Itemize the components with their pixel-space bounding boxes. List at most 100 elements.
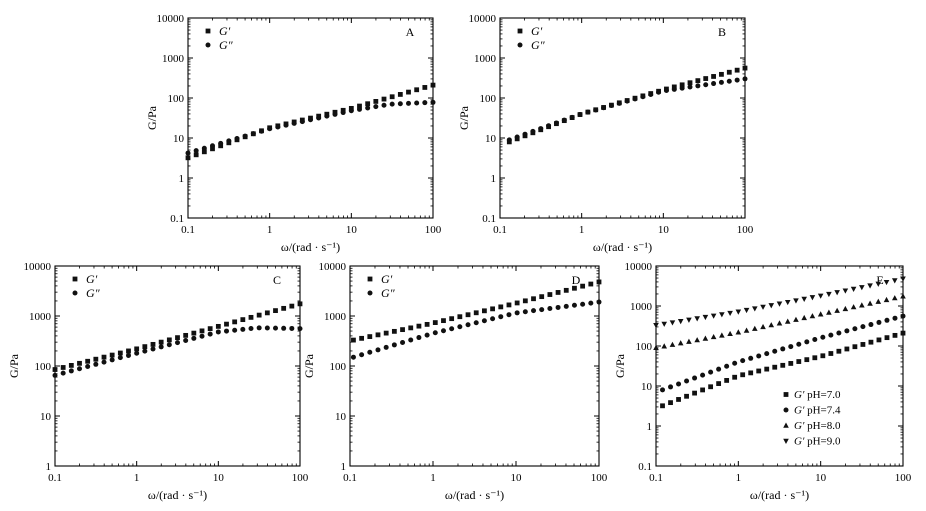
data-point: [826, 309, 832, 315]
data-point: [240, 326, 246, 332]
data-point: [585, 109, 591, 115]
data-point: [694, 316, 700, 322]
data-point: [867, 300, 873, 306]
x-tick-label: 1: [267, 224, 273, 236]
data-point: [724, 363, 730, 369]
data-point: [676, 397, 681, 402]
data-point: [514, 310, 520, 316]
legend-marker: [517, 42, 523, 48]
data-point: [860, 342, 866, 347]
data-point: [68, 362, 74, 368]
data-point: [191, 330, 197, 336]
data-point: [490, 306, 495, 312]
x-tick-label: 1: [134, 472, 140, 484]
data-point: [780, 346, 786, 352]
y-tick-label: 10000: [24, 261, 52, 273]
data-point: [892, 315, 898, 321]
data-point: [742, 76, 748, 82]
data-point: [367, 334, 373, 339]
y-axis-label: G/Pa: [7, 353, 21, 378]
data-point: [563, 303, 569, 309]
data-point: [424, 321, 430, 327]
data-point: [668, 384, 674, 390]
data-point: [844, 328, 850, 334]
series-pH=8.0: [653, 293, 906, 351]
data-point: [391, 342, 397, 348]
series-G″: [350, 299, 602, 360]
data-point: [727, 330, 733, 337]
legend-entry: G″: [219, 38, 234, 52]
data-point: [481, 318, 487, 324]
data-point: [876, 337, 882, 343]
data-point: [273, 308, 278, 314]
legend-entry: G′: [219, 24, 231, 38]
data-point: [183, 337, 189, 343]
data-point: [561, 117, 567, 123]
data-point: [207, 331, 213, 337]
y-tick-label: 10000: [469, 13, 497, 25]
legend-entry: G′ pH=9.0: [794, 436, 841, 448]
data-point: [812, 355, 818, 361]
y-tick-label: 0.1: [638, 461, 652, 473]
data-point: [883, 296, 890, 303]
data-point: [700, 387, 705, 393]
data-point: [400, 327, 405, 333]
data-point: [820, 334, 826, 340]
data-point: [734, 67, 740, 73]
x-axis-label: ω/(rad · s⁻¹): [445, 488, 504, 502]
data-point: [727, 310, 733, 317]
data-point: [756, 368, 762, 374]
legend-marker: [783, 422, 789, 428]
plot-frame: [655, 265, 904, 467]
data-point: [836, 348, 842, 354]
data-point: [416, 335, 422, 341]
data-point: [748, 355, 754, 361]
data-point: [875, 281, 882, 287]
data-point: [267, 126, 273, 132]
legend: G′G″: [72, 272, 101, 300]
data-point: [719, 312, 725, 318]
data-point: [842, 288, 849, 294]
data-point: [199, 328, 205, 334]
data-point: [569, 114, 575, 120]
data-point: [547, 306, 553, 312]
x-tick-label: 100: [292, 472, 309, 484]
data-point: [669, 320, 676, 326]
data-point: [742, 65, 748, 71]
legend-marker: [517, 28, 523, 34]
data-point: [117, 350, 123, 356]
data-point: [158, 344, 164, 350]
panel-a: 0.1 1 10 100 0.1 1 10 100 1000 10000 ω/(rad · s⁻¹)…: [145, 13, 442, 254]
data-point: [101, 354, 107, 360]
data-point: [408, 325, 414, 331]
data-point: [700, 372, 706, 378]
data-point: [708, 384, 714, 390]
data-point: [482, 308, 487, 314]
data-point: [760, 323, 766, 330]
x-tick-label: 0.1: [493, 224, 507, 236]
data-point: [668, 400, 673, 406]
data-point: [457, 324, 463, 330]
y-tick-label: 1000: [474, 53, 497, 65]
data-point: [441, 318, 446, 324]
x-tick-label: 1: [736, 472, 742, 484]
data-point: [473, 320, 479, 326]
data-point: [735, 309, 742, 315]
data-point: [538, 126, 544, 132]
data-point: [166, 337, 172, 343]
data-point: [400, 339, 406, 345]
panel-b: 0.1 1 10 100 0.1 1 10 100 1000 10000 ω/(rad · s⁻¹)…: [457, 13, 754, 254]
x-tick-label: 0.1: [343, 472, 357, 484]
data-point: [703, 76, 709, 81]
data-point: [389, 101, 395, 107]
data-point: [624, 98, 630, 104]
y-tick-label: 1000: [630, 301, 653, 313]
data-point: [695, 83, 701, 89]
y-tick-label: 0.1: [170, 213, 184, 225]
legend-marker: [205, 28, 211, 34]
panel-letter: A: [406, 25, 415, 39]
data-point: [724, 378, 730, 383]
data-point: [506, 137, 512, 143]
data-point: [555, 290, 561, 295]
x-tick-label: 10: [213, 472, 225, 484]
